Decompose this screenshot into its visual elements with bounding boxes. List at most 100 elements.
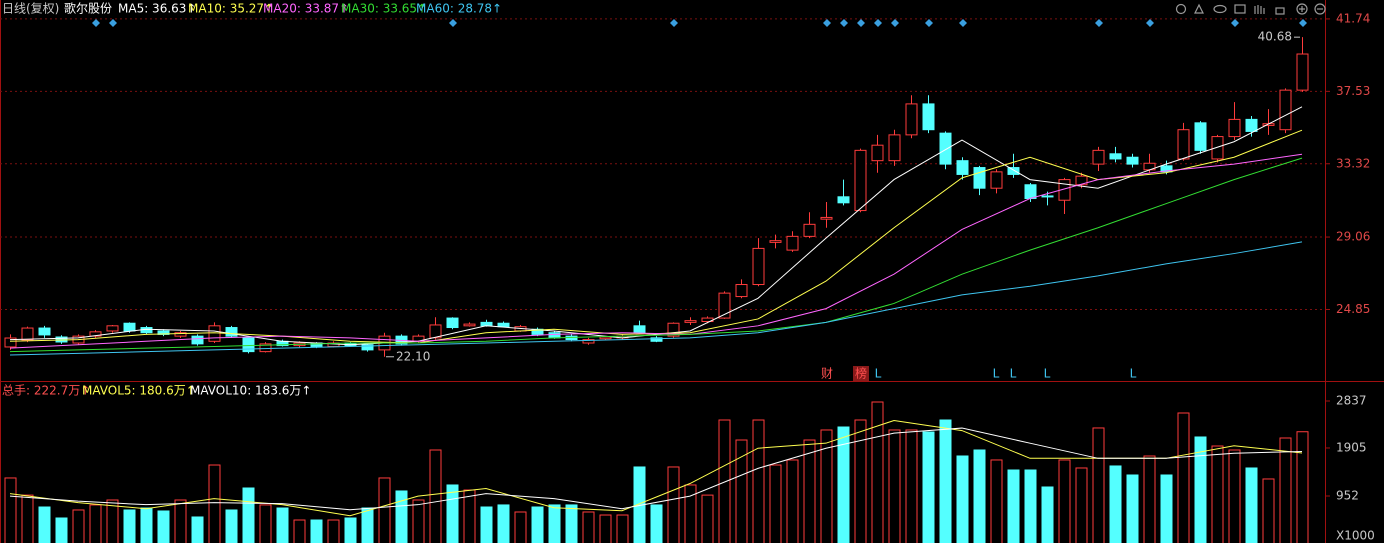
- event-label: L: [1044, 367, 1051, 381]
- y-tick-label: 33.32: [1336, 156, 1370, 170]
- y-tick-label: 37.53: [1336, 84, 1370, 98]
- lock-icon[interactable]: [1275, 7, 1285, 15]
- ma-line: [9, 419, 1303, 517]
- volume-bar: [939, 419, 952, 543]
- candle-body: [667, 322, 680, 337]
- candle-body: [854, 149, 867, 212]
- volume-bar: [1194, 436, 1207, 543]
- volume-bar: [718, 419, 731, 543]
- zoom-in-icon[interactable]: [1296, 3, 1308, 15]
- candle-body: [1245, 118, 1258, 132]
- event-diamond: [1146, 19, 1154, 27]
- y-tick-label: 24.85: [1336, 302, 1370, 316]
- volume-bar: [361, 507, 374, 543]
- candle-body: [820, 216, 833, 220]
- volume-bar: [225, 509, 238, 543]
- candle-body: [735, 284, 748, 298]
- volume-bar: [395, 490, 408, 543]
- candle-body: [4, 337, 17, 348]
- volume-bar: [276, 507, 289, 543]
- volume-bar: [259, 504, 272, 543]
- volume-bar: [888, 429, 901, 543]
- candle-body: [837, 196, 850, 204]
- y-tick-label: 29.06: [1336, 230, 1370, 244]
- box-icon[interactable]: [1234, 4, 1246, 14]
- candle-body: [684, 320, 697, 323]
- volume-bar: [514, 511, 527, 543]
- extreme-label: 40.68: [1258, 30, 1292, 44]
- volume-bar: [242, 487, 255, 543]
- legend-entry: MA5: 36.63↑: [118, 2, 196, 16]
- volume-bar: [327, 519, 340, 543]
- volume-bar: [446, 484, 459, 543]
- zoom-in-plus: [1299, 6, 1305, 12]
- volume-bar: [871, 401, 884, 543]
- volume-bar: [684, 484, 697, 543]
- event-diamond: [823, 19, 831, 27]
- period-label: 日线(复权): [2, 2, 59, 16]
- settings-icon[interactable]: [1175, 3, 1187, 15]
- volume-bar: [922, 431, 935, 543]
- volume-bar: [174, 499, 187, 543]
- candle-body: [939, 132, 952, 165]
- volume-bar: [123, 509, 136, 543]
- view-icon[interactable]: [1213, 4, 1227, 14]
- volume-bar: [803, 439, 816, 543]
- volume-bar: [106, 499, 119, 543]
- volume-bar: [973, 449, 986, 543]
- candle-body: [1160, 165, 1173, 173]
- legend-entry: MA20: 33.87↑: [263, 2, 349, 16]
- hand-icon[interactable]: [1254, 5, 1265, 14]
- ma-line: [9, 241, 1303, 356]
- y-tick-label: 41.74: [1336, 11, 1370, 25]
- candle-body: [1194, 122, 1207, 151]
- volume-bar: [21, 494, 34, 543]
- volume-total: 总手: 222.7万↑: [2, 384, 90, 398]
- event-diamond: [959, 19, 967, 27]
- event-label: L: [1130, 367, 1137, 381]
- volume-bar: [1228, 449, 1241, 543]
- volume-bar: [531, 506, 544, 543]
- candle-body: [1177, 129, 1190, 160]
- candle-body: [1024, 184, 1037, 200]
- volume-bar: [208, 464, 221, 543]
- event-badge: [853, 366, 869, 381]
- volume-bar: [701, 494, 714, 543]
- legend-entry: MA30: 33.65↑: [341, 2, 427, 16]
- extreme-label: 22.10: [396, 349, 430, 363]
- stock-name: 歌尔股份: [64, 1, 112, 16]
- event-diamond: [449, 19, 457, 27]
- legend-entry: MAVOL5: 180.6万↑: [82, 384, 196, 398]
- event-label: L: [1010, 367, 1017, 381]
- candle-body: [259, 343, 272, 353]
- volume-bar: [1024, 469, 1037, 543]
- candle-body: [242, 337, 255, 353]
- volume-bar: [599, 514, 612, 543]
- candle-body: [21, 327, 34, 341]
- event-label: L: [875, 367, 882, 381]
- draw-icon[interactable]: [1194, 3, 1204, 14]
- candle-body: [888, 134, 901, 162]
- volume-bar: [157, 510, 170, 543]
- volume-bar: [582, 511, 595, 543]
- candle-body: [1075, 175, 1088, 186]
- candle-body: [582, 339, 595, 344]
- candle-body: [446, 317, 459, 329]
- volume-bar: [548, 504, 561, 543]
- zoom-out-icon[interactable]: [1314, 3, 1326, 15]
- volume-bar: [990, 459, 1003, 543]
- candle-body: [1279, 89, 1292, 131]
- candle-body: [548, 332, 561, 339]
- volume-bar: [735, 439, 748, 543]
- candle-body: [1296, 53, 1309, 91]
- volume-bar: [463, 489, 476, 543]
- volume-bar: [905, 429, 918, 543]
- volume-bar: [1041, 486, 1054, 543]
- y-tick-label: 1905: [1336, 440, 1367, 454]
- volume-bar: [786, 459, 799, 543]
- volume-bar: [956, 455, 969, 543]
- candle-body: [650, 337, 663, 342]
